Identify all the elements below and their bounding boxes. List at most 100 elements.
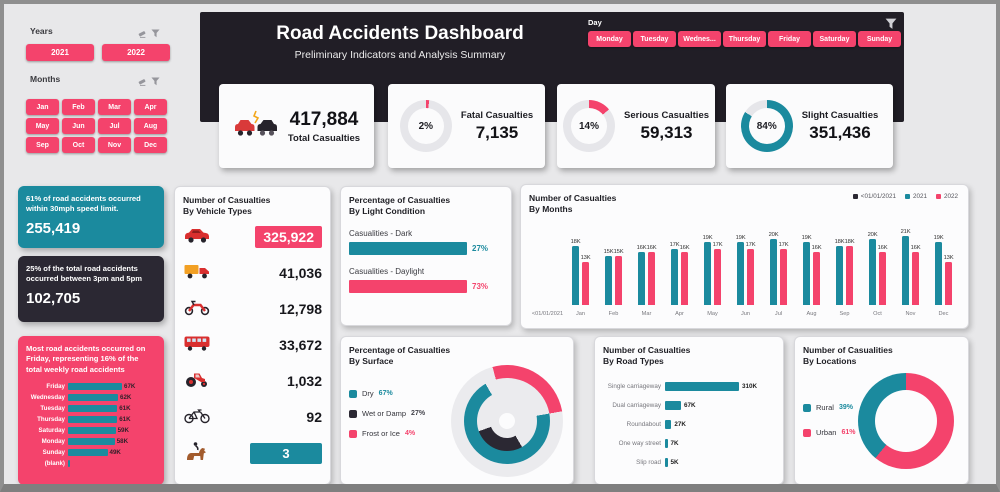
legend-item-dry[interactable]: Dry 67% <box>349 389 449 398</box>
vehicle-row-car[interactable]: 325,922 <box>183 219 322 255</box>
months-bar-2022[interactable] <box>846 245 853 305</box>
weekday-row[interactable]: Tuesday 61K <box>26 403 156 414</box>
day-button-friday[interactable]: Friday <box>768 31 811 47</box>
months-bar-2021[interactable] <box>737 242 744 305</box>
months-bar-2022[interactable] <box>681 252 688 305</box>
months-bar-2022[interactable] <box>747 248 754 305</box>
roadtype-row[interactable]: Single carriageway 310K <box>603 377 775 396</box>
months-bar-2021[interactable] <box>902 235 909 305</box>
weekday-bar[interactable] <box>68 427 116 434</box>
day-button-saturday[interactable]: Saturday <box>813 31 856 47</box>
months-bar-2022[interactable] <box>648 252 655 305</box>
legend-item-urban[interactable]: Urban 61% <box>803 428 861 437</box>
month-button-dec[interactable]: Dec <box>134 137 167 153</box>
surface-donut-chart[interactable] <box>451 365 563 477</box>
roadtype-bar[interactable] <box>665 458 668 468</box>
slight-donut-chart[interactable]: 84% <box>740 100 793 152</box>
legend-item-frost[interactable]: Frost or Ice 4% <box>349 429 449 438</box>
month-button-jul[interactable]: Jul <box>98 118 131 134</box>
weekday-value: 61K <box>119 415 131 423</box>
legend-item-rural[interactable]: Rural 39% <box>803 403 861 412</box>
filter-icon[interactable] <box>151 73 160 91</box>
weekday-bar[interactable] <box>68 438 115 445</box>
weekday-bar[interactable] <box>68 416 118 423</box>
weekday-row[interactable]: Thursday 61K <box>26 414 156 425</box>
months-bar-2022[interactable] <box>879 252 886 305</box>
months-bar-2021[interactable] <box>671 248 678 305</box>
weekday-row[interactable]: Monday 58K <box>26 436 156 447</box>
year-button-2021[interactable]: 2021 <box>26 44 94 61</box>
months-bar-2022[interactable] <box>615 255 622 305</box>
month-button-aug[interactable]: Aug <box>134 118 167 134</box>
daylight-bar[interactable] <box>349 280 467 294</box>
month-button-mar[interactable]: Mar <box>98 99 131 115</box>
month-button-oct[interactable]: Oct <box>62 137 95 153</box>
legend-item[interactable]: 2021 <box>904 193 927 200</box>
filter-icon[interactable] <box>885 17 897 35</box>
weekday-row[interactable]: Friday 67K <box>26 381 156 392</box>
months-bar-2021[interactable] <box>803 242 810 305</box>
roadtype-bar[interactable] <box>665 401 681 411</box>
weekday-row[interactable]: Wednesday 62K <box>26 392 156 403</box>
months-bar-2022[interactable] <box>945 262 952 305</box>
months-bar-2022[interactable] <box>912 252 919 305</box>
month-button-jan[interactable]: Jan <box>26 99 59 115</box>
weekday-bar[interactable] <box>68 394 118 401</box>
months-bar-2022[interactable] <box>813 252 820 305</box>
weekday-row[interactable]: Sunday 49K <box>26 447 156 458</box>
weekday-bar[interactable] <box>68 383 122 390</box>
vehicle-row-truck[interactable]: 41,036 <box>183 255 322 291</box>
x-axis-label: Nov <box>905 311 916 317</box>
filter-icon[interactable] <box>151 25 160 43</box>
weekday-bar[interactable] <box>68 449 108 456</box>
vehicle-row-bus[interactable]: 33,672 <box>183 327 322 363</box>
clear-filter-icon[interactable] <box>138 73 147 91</box>
vehicle-row-tractor[interactable]: 1,032 <box>183 363 322 399</box>
roadtype-row[interactable]: Slip road 5K <box>603 453 775 472</box>
legend-item[interactable]: <01/01/2021 <box>852 193 896 200</box>
month-button-nov[interactable]: Nov <box>98 137 131 153</box>
day-button-wednesday[interactable]: Wednes... <box>678 31 721 47</box>
months-bar-2021[interactable] <box>605 255 612 305</box>
months-bar-2022[interactable] <box>582 262 589 305</box>
months-bar-2022[interactable] <box>780 248 787 305</box>
months-bar-2021[interactable] <box>935 242 942 305</box>
roadtype-bar[interactable] <box>665 439 668 449</box>
serious-donut-chart[interactable]: 14% <box>563 100 615 152</box>
months-bar-2021[interactable] <box>638 252 645 305</box>
roadtype-bar[interactable] <box>665 420 672 430</box>
legend-item[interactable]: 2022 <box>935 193 958 200</box>
weekday-row[interactable]: (blank) <box>26 458 156 469</box>
day-button-sunday[interactable]: Sunday <box>858 31 901 47</box>
roadtype-row[interactable]: One way street 7K <box>603 434 775 453</box>
weekday-bar[interactable] <box>68 405 118 412</box>
day-button-tuesday[interactable]: Tuesday <box>633 31 676 47</box>
day-button-thursday[interactable]: Thursday <box>723 31 766 47</box>
dark-bar[interactable] <box>349 242 467 256</box>
roadtype-row[interactable]: Dual carriageway 67K <box>603 396 775 415</box>
vehicle-row-motorcycle[interactable]: 12,798 <box>183 291 322 327</box>
vehicle-row-bicycle[interactable]: 92 <box>183 399 322 435</box>
year-button-2022[interactable]: 2022 <box>102 44 170 61</box>
months-bar-2021[interactable] <box>869 239 876 305</box>
fatal-donut-chart[interactable]: 2% <box>399 100 452 152</box>
vehicle-row-horse[interactable]: 3 <box>183 435 322 471</box>
month-button-sep[interactable]: Sep <box>26 137 59 153</box>
months-bar-2021[interactable] <box>704 242 711 305</box>
roadtype-row[interactable]: Roundabout 27K <box>603 415 775 434</box>
roadtype-bar[interactable] <box>665 382 739 392</box>
months-bar-2021[interactable] <box>572 245 579 305</box>
legend-item-wet[interactable]: Wet or Damp 27% <box>349 409 449 418</box>
month-button-jun[interactable]: Jun <box>62 118 95 134</box>
month-button-feb[interactable]: Feb <box>62 99 95 115</box>
clear-filter-icon[interactable] <box>138 25 147 43</box>
months-bar-2022[interactable] <box>714 248 721 305</box>
weekday-row[interactable]: Saturday 59K <box>26 425 156 436</box>
months-bar-2021[interactable] <box>770 239 777 305</box>
month-button-apr[interactable]: Apr <box>134 99 167 115</box>
weekday-bar[interactable] <box>68 460 70 467</box>
day-button-monday[interactable]: Monday <box>588 31 631 47</box>
month-button-may[interactable]: May <box>26 118 59 134</box>
locations-donut-chart[interactable] <box>858 373 954 469</box>
months-bar-2021[interactable] <box>836 245 843 305</box>
